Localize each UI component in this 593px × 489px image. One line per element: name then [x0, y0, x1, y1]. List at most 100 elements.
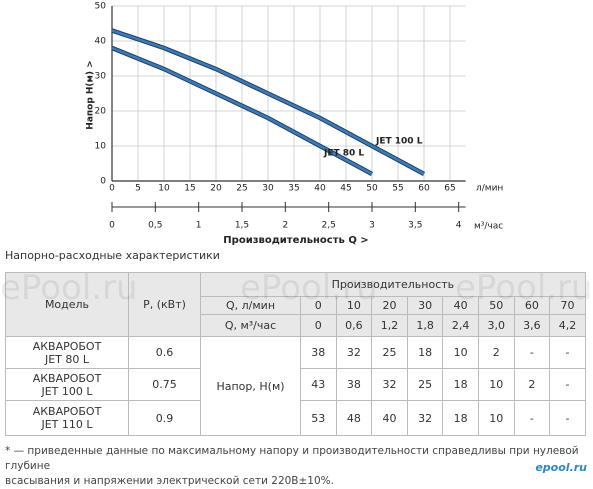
head-cell-text: 38: [311, 346, 326, 359]
x-tick-label: 25: [236, 184, 247, 194]
x-tick-label: 50: [366, 184, 378, 194]
head-cell-text: -: [565, 346, 570, 359]
model-cell-text: АКВАРОБОТ: [32, 405, 102, 418]
model-cell: АКВАРОБОТ JET 110 L: [5, 400, 129, 436]
logo: epool.ru: [535, 461, 587, 474]
flow-cell-text: 3,6: [523, 319, 541, 332]
head-cell: 2: [477, 336, 515, 369]
power-cell-text: 0.6: [155, 346, 174, 359]
series-label: JET 80 L: [323, 149, 364, 159]
flow-cell: 40: [442, 296, 479, 315]
flow-cell: 1,8: [406, 314, 444, 337]
section-title: Напорно-расходные характеристики: [5, 249, 220, 262]
flow-cell-text: 3,0: [487, 319, 506, 332]
series-line: [111, 46, 373, 176]
flow-cell: 20: [371, 296, 408, 315]
x-tick-label: 45: [340, 184, 351, 194]
y-axis-label: Напор H(м) >: [86, 60, 96, 129]
head-cell-text: 40: [382, 411, 397, 425]
x2-tick-label: 2,5: [322, 221, 336, 231]
head-cell: 18: [442, 368, 479, 401]
model-cell: АКВАРОБОТ JET 100 L: [5, 368, 129, 401]
flow-cell-text: 60: [524, 299, 539, 312]
head-cell-text: 10: [453, 346, 468, 359]
row-label-text: Q, м³/час: [224, 319, 277, 332]
power-cell: 0.75: [128, 368, 201, 401]
model-header: Модель: [5, 272, 129, 337]
head-cell-text: 18: [418, 346, 433, 359]
head-cell-text: 10: [489, 411, 504, 425]
table-row: Модель P, (кВт) Производительность: [5, 272, 586, 337]
flow-header-text: Производительность: [331, 278, 455, 291]
model-cell-text: АКВАРОБОТ: [32, 371, 102, 385]
x-unit: л/мин: [476, 184, 503, 194]
head-cell: 43: [300, 368, 337, 401]
head-cell: -: [513, 400, 551, 436]
head-cell: 40: [371, 400, 408, 436]
y-tick-label: 10: [95, 142, 107, 152]
power-header: P, (кВт): [128, 272, 201, 337]
x2-tick-label: 0: [109, 221, 115, 231]
head-cell-text: 2: [492, 346, 500, 359]
head-cell-text: 32: [418, 411, 433, 425]
y-tick-label: 0: [100, 177, 106, 187]
head-cell-text: 38: [346, 378, 361, 391]
flow-header: Производительность: [200, 272, 586, 297]
x2-tick-label: 3,5: [408, 221, 422, 231]
x-tick-label: 20: [210, 184, 222, 194]
head-cell: 48: [335, 400, 373, 436]
flow-cell: 0: [300, 296, 337, 315]
head-cell: 10: [477, 400, 515, 436]
x-tick-label: 55: [392, 184, 403, 194]
head-cell: 38: [335, 368, 373, 401]
head-cell-text: 10: [489, 378, 504, 391]
x2-tick-label: 0,5: [148, 221, 162, 231]
x2-tick-label: 1,5: [235, 221, 249, 231]
x-tick-label: 35: [288, 184, 299, 194]
head-cell: 32: [371, 368, 408, 401]
flow-cell-text: 1,8: [416, 319, 434, 332]
head-cell: -: [549, 368, 586, 401]
x2-tick-label: 3: [369, 221, 375, 231]
head-cell: -: [549, 336, 586, 369]
x-tick-label: 10: [158, 184, 170, 194]
x-tick-label: 60: [418, 184, 430, 194]
head-cell-text: 25: [382, 346, 397, 359]
flow-cell-text: 0: [314, 299, 322, 312]
power-header-text: P, (кВт): [143, 298, 186, 311]
series-line: [111, 29, 425, 176]
series-label: JET 100 L: [375, 137, 423, 147]
x-tick-label: 40: [314, 184, 326, 194]
head-cell-text: 48: [346, 411, 361, 425]
flow-cell-text: 4,2: [558, 319, 577, 332]
head-cell: 2: [513, 368, 551, 401]
head-cell: 25: [406, 368, 444, 401]
flow-cell-text: 0,6: [345, 319, 363, 332]
flow-cell-text: 50: [489, 299, 504, 312]
flow-cell: 0,6: [335, 314, 373, 337]
head-cell-text: -: [529, 346, 534, 359]
model-cell: АКВАРОБОТ JET 80 L: [5, 336, 129, 369]
flow-cell-text: 30: [418, 299, 433, 312]
head-cell: -: [549, 400, 586, 436]
head-label: Напор, H(м): [200, 336, 301, 436]
power-cell-text: 0.75: [152, 378, 177, 391]
y-tick-label: 30: [95, 72, 107, 82]
x2-unit: м³/час: [474, 222, 503, 232]
x-tick-label: 5: [135, 184, 141, 194]
model-cell-text: JET 80 L: [44, 352, 90, 366]
flow-cell-text: 10: [346, 299, 361, 312]
x2-tick-label: 1: [196, 221, 202, 231]
head-cell: 10: [442, 336, 479, 369]
footnote-line: всасывания и напряжении электрической се…: [5, 475, 334, 487]
power-cell: 0.9: [128, 400, 201, 436]
flow-cell: 30: [406, 296, 444, 315]
flow-cell: 60: [513, 296, 551, 315]
y-tick-label: 50: [95, 2, 107, 12]
flow-cell-text: 1,2: [380, 319, 399, 332]
row-label: Q, м³/час: [200, 314, 301, 337]
flow-cell: 4,2: [549, 314, 586, 337]
flow-cell: 3,0: [477, 314, 515, 337]
head-cell: 25: [371, 336, 408, 369]
